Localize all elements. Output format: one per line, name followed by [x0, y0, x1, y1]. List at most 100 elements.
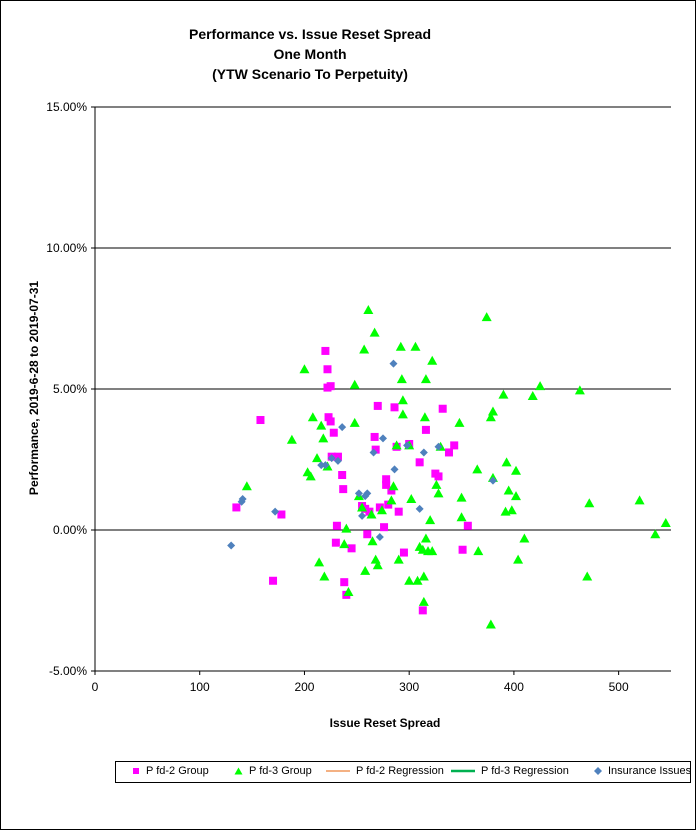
- pfd2-point: [269, 576, 278, 585]
- pfd3-point: [487, 406, 498, 416]
- pfd3-point: [419, 412, 430, 422]
- gridlines: [95, 106, 671, 531]
- x-tick-label: 200: [294, 680, 314, 694]
- y-tick-label: 15.00%: [46, 100, 87, 114]
- pfd2-point: [373, 401, 382, 410]
- pfd2-point: [256, 416, 265, 425]
- pfd3-point: [519, 533, 530, 543]
- pfd3-point: [485, 412, 496, 422]
- pfd3-point: [343, 587, 354, 597]
- data-points: [227, 305, 671, 629]
- pfd2-point: [321, 346, 330, 355]
- insurance-point: [238, 494, 247, 503]
- pfd3-point: [396, 374, 407, 384]
- x-tick-label: 400: [504, 680, 524, 694]
- insurance-point: [415, 504, 424, 513]
- pfd3-point: [456, 512, 467, 522]
- insurance-point: [488, 476, 497, 485]
- pfd3-point: [420, 533, 431, 543]
- pfd3-point: [501, 457, 512, 467]
- pfd2-point: [363, 530, 372, 539]
- pfd3-point: [393, 554, 404, 564]
- y-tick-label: -5.00%: [49, 664, 87, 678]
- y-tick-label: 0.00%: [53, 523, 87, 537]
- pfd3-point: [307, 412, 318, 422]
- pfd3-point: [404, 575, 415, 585]
- x-tick-labels: 0 100 200 300 400 500: [92, 680, 629, 694]
- x-tick-label: 500: [609, 680, 629, 694]
- pfd3-point: [305, 471, 316, 481]
- pfd3-point: [391, 440, 402, 450]
- legend-item-pfd3-group: P fd-3 Group: [234, 765, 312, 777]
- insurance-point: [333, 456, 342, 465]
- insurance-point: [227, 541, 236, 550]
- pfd2-point: [365, 507, 374, 516]
- pfd2-point: [421, 425, 430, 434]
- pfd3-point: [420, 374, 431, 384]
- insurance-point: [379, 434, 387, 443]
- pfd2-point: [458, 545, 467, 554]
- insurance-point: [389, 359, 398, 368]
- axes: [91, 106, 671, 675]
- pfd2-point: [399, 548, 408, 557]
- insurance-point: [271, 507, 280, 516]
- pfd3-point: [360, 565, 371, 575]
- pfd3-point: [650, 529, 661, 539]
- x-tick-label: 100: [190, 680, 210, 694]
- pfd3-point: [473, 546, 484, 556]
- pfd3-point: [363, 305, 374, 315]
- insurance-point: [338, 423, 347, 432]
- pfd2-point: [340, 578, 349, 587]
- y-tick-label: 5.00%: [53, 382, 87, 396]
- pfd3-point: [535, 381, 546, 391]
- insurance-point: [327, 454, 336, 463]
- pfd2-point: [382, 475, 391, 484]
- pfd3-point: [349, 417, 360, 427]
- pfd3-point: [584, 498, 595, 508]
- pfd3-point: [318, 433, 329, 443]
- legend-square-marker: [133, 768, 139, 774]
- pfd3-point: [511, 491, 522, 501]
- pfd3-point: [357, 502, 368, 512]
- insurance-point: [419, 448, 428, 457]
- pfd3-point: [418, 571, 429, 581]
- pfd2-point: [326, 382, 335, 391]
- pfd3-point: [472, 464, 483, 474]
- pfd3-point: [299, 364, 310, 374]
- pfd2-point: [380, 523, 389, 532]
- pfd2-point: [387, 486, 396, 495]
- pfd3-point: [241, 481, 252, 491]
- pfd3-point: [574, 385, 585, 395]
- pfd3-point: [513, 554, 524, 564]
- pfd2-point: [434, 472, 443, 481]
- pfd3-point: [456, 492, 467, 502]
- pfd2-point: [384, 500, 393, 509]
- pfd3-point: [527, 391, 538, 401]
- x-tick-label: 300: [399, 680, 419, 694]
- pfd2-point: [329, 428, 338, 437]
- pfd2-point: [339, 485, 348, 494]
- legend-label: Insurance Issues: [608, 765, 692, 777]
- legend-item-pfd2-regression: P fd-2 Regression: [326, 765, 444, 777]
- pfd2-point: [333, 452, 342, 461]
- pfd3-point: [418, 596, 429, 606]
- insurance-point: [390, 465, 399, 474]
- pfd3-point: [406, 493, 417, 503]
- pfd3-point: [427, 546, 438, 556]
- legend-item-pfd3-regression: P fd-3 Regression: [451, 765, 569, 777]
- pfd2-point: [390, 403, 399, 412]
- y-tick-label: 10.00%: [46, 241, 87, 255]
- pfd3-point: [386, 495, 397, 505]
- pfd3-point: [395, 341, 406, 351]
- pfd3-point: [503, 485, 514, 495]
- pfd3-point: [316, 420, 327, 430]
- legend-item-pfd2-group: P fd-2 Group: [132, 765, 209, 777]
- pfd3-point: [397, 395, 408, 405]
- title-line-2: One Month: [273, 46, 347, 62]
- pfd2-point: [415, 458, 424, 467]
- pfd3-point: [312, 453, 323, 463]
- legend-label: P fd-3 Group: [249, 765, 312, 777]
- x-tick-label: 0: [92, 680, 99, 694]
